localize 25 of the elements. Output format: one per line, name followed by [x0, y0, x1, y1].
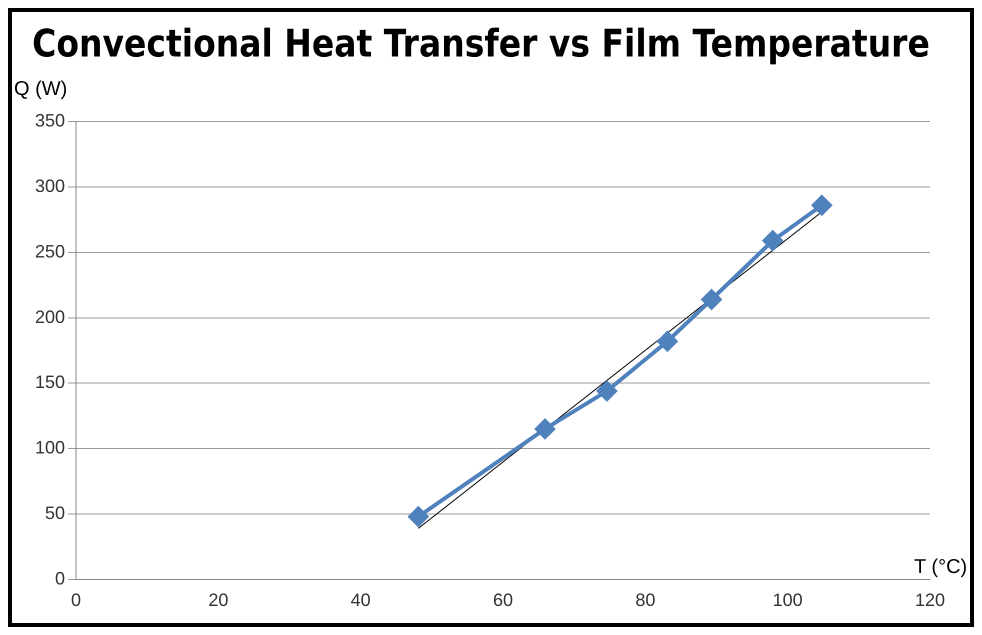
point — [596, 381, 617, 402]
x-tick-label: 120 — [914, 590, 946, 610]
x-axis-title: T (°C) — [914, 556, 968, 578]
y-tick-label: 100 — [34, 438, 66, 458]
point — [762, 230, 783, 251]
x-tick-label: 40 — [350, 590, 371, 610]
point — [702, 289, 722, 310]
x-tick-label: 20 — [208, 590, 228, 610]
y-axis-title: Q (W) — [14, 78, 68, 100]
x-tick-label: 60 — [493, 590, 514, 610]
y-tick-label: 250 — [34, 241, 66, 262]
x-tick-label: 0 — [71, 590, 82, 610]
x-tick-label: 80 — [635, 590, 656, 610]
point — [812, 195, 832, 216]
y-tick-label: 50 — [45, 502, 66, 523]
y-tick-label: 350 — [34, 110, 66, 131]
y-tick-label: 0 — [55, 568, 66, 588]
y-tick-label: 150 — [34, 372, 66, 392]
point — [657, 331, 678, 352]
chart-title: Convectional Heat Transfer vs Film Temperature — [32, 22, 930, 66]
x-tick-label: 100 — [772, 590, 803, 610]
point — [535, 418, 556, 439]
point — [408, 506, 428, 527]
y-tick-label: 300 — [34, 176, 66, 196]
y-tick-label: 200 — [34, 306, 66, 327]
